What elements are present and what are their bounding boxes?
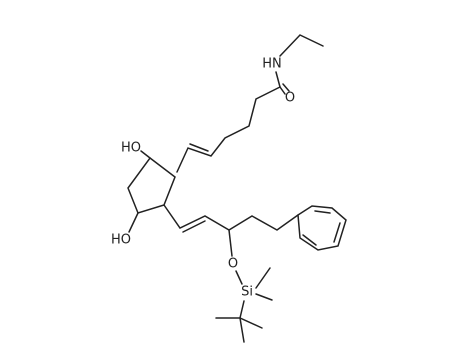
bond [279, 86, 286, 95]
ring-bond [127, 156, 176, 214]
bond [239, 317, 245, 343]
bond [255, 267, 271, 289]
bond [279, 34, 324, 57]
atom-label: O [285, 91, 295, 106]
bond [282, 83, 290, 92]
bond [176, 86, 281, 173]
bond [235, 270, 243, 285]
ring-bond [297, 205, 347, 251]
bond [314, 210, 331, 214]
atom-label: Si [241, 285, 253, 300]
bond [333, 222, 341, 243]
atom-label: HO [121, 141, 141, 156]
bond [255, 293, 273, 301]
atom-label: HN [262, 57, 282, 72]
bond [182, 220, 206, 233]
bond [228, 229, 233, 257]
bond [189, 143, 209, 152]
bond [140, 150, 151, 159]
bond [302, 234, 317, 246]
bond [128, 212, 139, 233]
bonds [127, 34, 347, 343]
atom-label: O [228, 257, 238, 272]
bond [163, 204, 299, 231]
atom-label: HO [111, 233, 131, 248]
bond [239, 300, 245, 319]
atom-labels: HN O HO HO O Si [111, 57, 295, 300]
bond [275, 71, 281, 88]
bond [215, 317, 263, 329]
